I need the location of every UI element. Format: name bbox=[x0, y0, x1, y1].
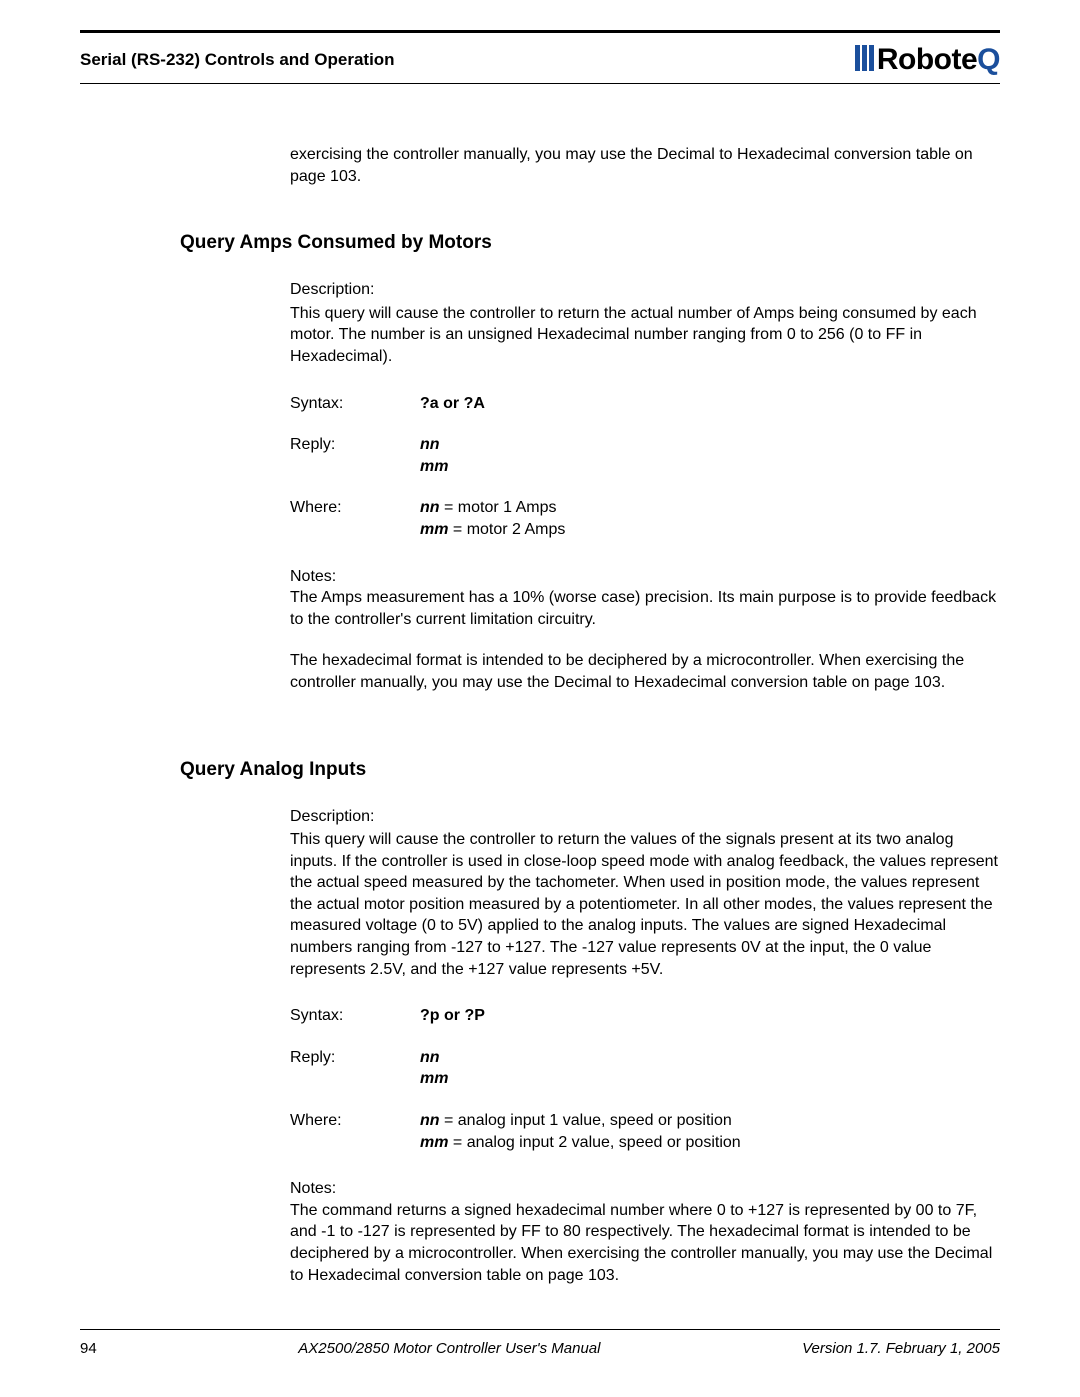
logo-text-main: Robote bbox=[877, 43, 977, 76]
footer-version: Version 1.7. February 1, 2005 bbox=[802, 1340, 1000, 1357]
section1-heading: Query Amps Consumed by Motors bbox=[180, 232, 1000, 254]
page-number: 94 bbox=[80, 1340, 97, 1357]
reply-mm: mm bbox=[420, 456, 448, 478]
footer-manual-title: AX2500/2850 Motor Controller User's Manu… bbox=[298, 1340, 600, 1357]
logo-text: RoboteQ bbox=[877, 43, 1000, 77]
section2-def-table: Syntax: ?p or ?P Reply: nn mm Where: nn … bbox=[290, 1005, 1000, 1153]
description-label: Description: bbox=[290, 279, 1000, 301]
where-nn: nn = analog input 1 value, speed or posi… bbox=[420, 1110, 741, 1132]
header-title: Serial (RS-232) Controls and Operation bbox=[80, 50, 395, 70]
where-mm-text: = motor 2 Amps bbox=[448, 521, 565, 538]
where-label: Where: bbox=[290, 1110, 420, 1153]
syntax-label: Syntax: bbox=[290, 393, 420, 415]
reply-nn: nn bbox=[420, 434, 448, 456]
notes-label: Notes: bbox=[290, 1178, 1000, 1200]
section1-description: Description: This query will cause the c… bbox=[290, 279, 1000, 367]
where-mm-text: = analog input 2 value, speed or positio… bbox=[448, 1134, 740, 1151]
logo-bars-icon bbox=[855, 45, 875, 76]
section1-def-table: Syntax: ?a or ?A Reply: nn mm Where: nn … bbox=[290, 393, 1000, 541]
notes-para-1: The Amps measurement has a 10% (worse ca… bbox=[290, 587, 1000, 630]
where-nn-var: nn bbox=[420, 499, 440, 516]
where-label: Where: bbox=[290, 497, 420, 540]
logo: RoboteQ bbox=[855, 43, 1000, 77]
section-gap bbox=[80, 719, 1000, 759]
where-nn-text: = motor 1 Amps bbox=[440, 499, 557, 516]
where-value: nn = motor 1 Amps mm = motor 2 Amps bbox=[420, 497, 565, 540]
reply-label: Reply: bbox=[290, 434, 420, 477]
where-mm: mm = analog input 2 value, speed or posi… bbox=[420, 1132, 741, 1154]
notes-para-2: The hexadecimal format is intended to be… bbox=[290, 650, 1000, 693]
reply-value: nn mm bbox=[420, 1047, 448, 1090]
syntax-label: Syntax: bbox=[290, 1005, 420, 1027]
description-label: Description: bbox=[290, 806, 1000, 828]
reply-label: Reply: bbox=[290, 1047, 420, 1090]
syntax-row: Syntax: ?p or ?P bbox=[290, 1005, 1000, 1027]
where-nn: nn = motor 1 Amps bbox=[420, 497, 565, 519]
where-mm-var: mm bbox=[420, 1134, 448, 1151]
top-rule bbox=[80, 30, 1000, 33]
section1-notes: Notes: The Amps measurement has a 10% (w… bbox=[290, 566, 1000, 694]
where-row: Where: nn = analog input 1 value, speed … bbox=[290, 1110, 1000, 1153]
description-text: This query will cause the controller to … bbox=[290, 303, 1000, 368]
section2-description: Description: This query will cause the c… bbox=[290, 806, 1000, 981]
reply-row: Reply: nn mm bbox=[290, 1047, 1000, 1090]
logo-text-q: Q bbox=[977, 43, 1000, 76]
intro-paragraph: exercising the controller manually, you … bbox=[290, 144, 1000, 187]
where-mm-var: mm bbox=[420, 521, 448, 538]
section2-notes: Notes: The command returns a signed hexa… bbox=[290, 1178, 1000, 1286]
syntax-value: ?a or ?A bbox=[420, 393, 485, 415]
reply-row: Reply: nn mm bbox=[290, 434, 1000, 477]
footer: 94 AX2500/2850 Motor Controller User's M… bbox=[80, 1329, 1000, 1357]
where-nn-var: nn bbox=[420, 1112, 440, 1129]
reply-value: nn mm bbox=[420, 434, 448, 477]
reply-mm: mm bbox=[420, 1068, 448, 1090]
section2-heading: Query Analog Inputs bbox=[180, 759, 1000, 781]
syntax-value: ?p or ?P bbox=[420, 1005, 485, 1027]
description-text: This query will cause the controller to … bbox=[290, 829, 1000, 980]
where-value: nn = analog input 1 value, speed or posi… bbox=[420, 1110, 741, 1153]
notes-para-1: The command returns a signed hexadecimal… bbox=[290, 1200, 1000, 1286]
syntax-row: Syntax: ?a or ?A bbox=[290, 393, 1000, 415]
where-nn-text: = analog input 1 value, speed or positio… bbox=[440, 1112, 732, 1129]
where-row: Where: nn = motor 1 Amps mm = motor 2 Am… bbox=[290, 497, 1000, 540]
reply-nn: nn bbox=[420, 1047, 448, 1069]
where-mm: mm = motor 2 Amps bbox=[420, 519, 565, 541]
header-row: Serial (RS-232) Controls and Operation R… bbox=[80, 43, 1000, 84]
notes-label: Notes: bbox=[290, 566, 1000, 588]
page-content: Serial (RS-232) Controls and Operation R… bbox=[80, 30, 1000, 1357]
